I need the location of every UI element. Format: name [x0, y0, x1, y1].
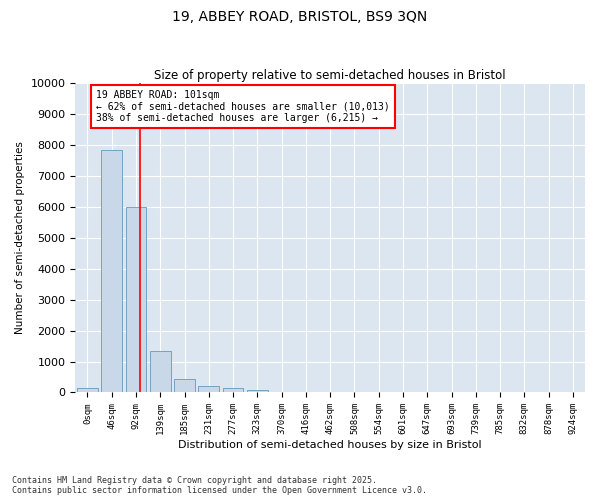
Bar: [199, 386, 219, 392]
Text: 19 ABBEY ROAD: 101sqm
← 62% of semi-detached houses are smaller (10,013)
38% of : 19 ABBEY ROAD: 101sqm ← 62% of semi-deta…: [96, 90, 389, 123]
Bar: [150, 350, 170, 393]
X-axis label: Distribution of semi-detached houses by size in Bristol: Distribution of semi-detached houses by …: [178, 440, 482, 450]
Text: 19, ABBEY ROAD, BRISTOL, BS9 3QN: 19, ABBEY ROAD, BRISTOL, BS9 3QN: [172, 10, 428, 24]
Bar: [247, 390, 268, 392]
Bar: [77, 388, 98, 392]
Bar: [174, 378, 195, 392]
Bar: [101, 150, 122, 392]
Bar: [125, 207, 146, 392]
Bar: [223, 388, 244, 392]
Title: Size of property relative to semi-detached houses in Bristol: Size of property relative to semi-detach…: [154, 69, 506, 82]
Text: Contains HM Land Registry data © Crown copyright and database right 2025.
Contai: Contains HM Land Registry data © Crown c…: [12, 476, 427, 495]
Y-axis label: Number of semi-detached properties: Number of semi-detached properties: [15, 142, 25, 334]
